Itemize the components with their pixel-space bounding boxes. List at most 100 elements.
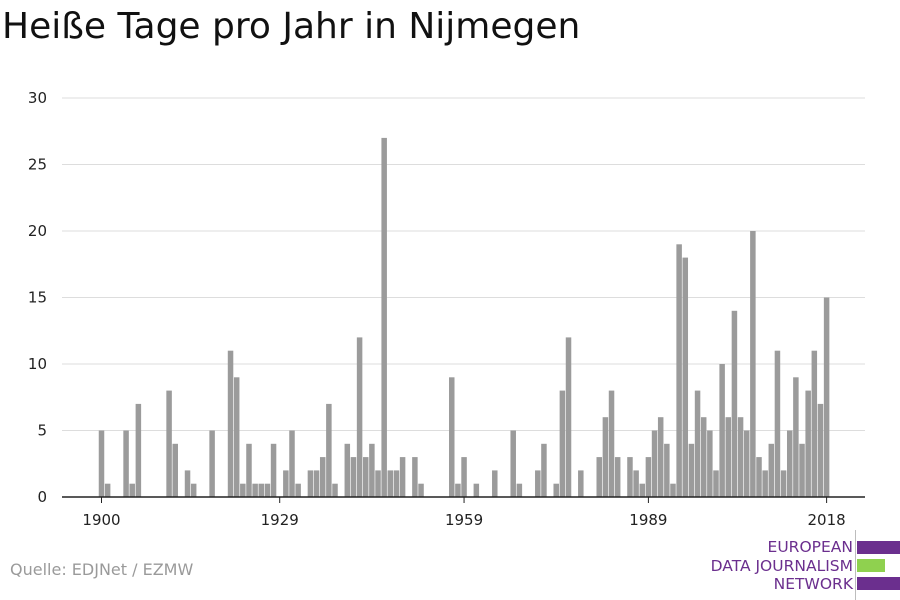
bar-1926 (258, 483, 265, 497)
logo-bar-top (857, 541, 900, 554)
bar-1937 (326, 403, 332, 497)
bar-1964 (492, 470, 498, 497)
bar-2004 (737, 417, 744, 497)
logo-text-network: NETWORK (773, 575, 853, 593)
bar-1906 (135, 403, 142, 497)
bar-2001 (719, 364, 725, 497)
bar-1936 (319, 457, 326, 497)
bar-1930 (283, 470, 289, 497)
bar-1951 (412, 457, 418, 497)
bar-1988 (639, 483, 646, 497)
bar-1941 (350, 457, 357, 497)
bar-1924 (246, 443, 252, 497)
source-note: Quelle: EDJNet / EZMW (10, 560, 194, 579)
bar-1981 (596, 457, 602, 497)
x-axis: 1900 1929 1959 1989 2018 (62, 496, 865, 529)
bar-2015 (805, 390, 811, 497)
bar-1943 (362, 457, 369, 497)
bar-1942 (356, 337, 363, 497)
bar-2005 (743, 430, 750, 497)
logo-text-european: EUROPEAN (767, 538, 853, 556)
y-tick-label: 10 (28, 355, 47, 373)
bar-1999 (707, 430, 713, 497)
bar-1932 (295, 483, 301, 497)
bar-1967 (510, 430, 516, 497)
x-tick-label: 1959 (445, 511, 483, 529)
bar-1989 (645, 457, 652, 497)
bar-1925 (252, 483, 258, 497)
x-tick-label: 1929 (261, 511, 299, 529)
bar-2016 (811, 350, 818, 497)
bar-2017 (817, 403, 824, 497)
bar-1984 (614, 457, 621, 497)
bar-1996 (688, 443, 695, 497)
bar-1968 (516, 483, 523, 497)
bar-2014 (799, 443, 805, 497)
y-tick-label: 30 (28, 89, 47, 107)
bar-1944 (369, 443, 375, 497)
bar-1915 (190, 483, 197, 497)
bar-1912 (172, 443, 178, 497)
y-tick-label: 25 (28, 156, 47, 174)
bar-1990 (651, 430, 658, 497)
bar-1946 (381, 137, 387, 497)
bar-1958 (455, 483, 461, 497)
bar-2011 (780, 470, 787, 497)
bar-1982 (602, 417, 609, 497)
bar-1918 (209, 430, 215, 497)
bar-2000 (713, 470, 719, 497)
y-tick-label: 0 (37, 488, 47, 506)
bar-1972 (541, 443, 547, 497)
bar-1938 (332, 483, 338, 497)
bar-1986 (627, 457, 633, 497)
bar-1921 (227, 350, 234, 497)
bar-1959 (461, 457, 467, 497)
bar-1935 (313, 470, 320, 497)
logo-text-data-journalism: DATA JOURNALISM (710, 557, 853, 575)
bar-2013 (793, 377, 799, 497)
bar-2012 (786, 430, 793, 497)
bar-2006 (750, 231, 756, 497)
bar-1983 (608, 390, 615, 497)
bars (98, 137, 830, 497)
bar-1971 (535, 470, 541, 497)
bar-1991 (657, 417, 664, 497)
bar-1997 (694, 390, 701, 497)
bar-1928 (270, 443, 277, 497)
x-tick-label: 1989 (629, 511, 667, 529)
x-tick-label: 2018 (808, 511, 846, 529)
bar-1934 (307, 470, 314, 497)
bar-1931 (289, 430, 295, 497)
bar-1976 (565, 337, 572, 497)
bar-1945 (375, 470, 381, 497)
bar-2010 (774, 350, 781, 497)
bar-1957 (449, 377, 455, 497)
bar-1914 (184, 470, 191, 497)
bar-1901 (104, 483, 111, 497)
logo-divider (855, 530, 856, 600)
bar-1922 (233, 377, 240, 497)
bar-1948 (393, 470, 400, 497)
bar-1911 (166, 390, 172, 497)
bar-1987 (633, 470, 639, 497)
bar-1947 (387, 470, 394, 497)
bar-1904 (123, 430, 129, 497)
edjnet-logo: EUROPEAN DATA JOURNALISM NETWORK (705, 528, 900, 600)
y-tick-label: 5 (37, 422, 47, 440)
bar-1923 (240, 483, 246, 497)
bar-2007 (756, 457, 762, 497)
bar-1952 (418, 483, 424, 497)
bar-1998 (700, 417, 707, 497)
logo-bar-middle (857, 559, 885, 572)
bar-2018 (823, 297, 830, 497)
bar-1905 (129, 483, 135, 497)
bar-1900 (98, 430, 105, 497)
y-tick-label: 15 (28, 289, 47, 307)
bar-1927 (264, 483, 271, 497)
bar-1949 (399, 457, 406, 497)
bar-1992 (664, 443, 670, 497)
bar-1994 (676, 244, 682, 497)
y-tick-label: 20 (28, 222, 47, 240)
y-axis-tick-labels: 0 5 10 15 20 25 30 (28, 89, 47, 506)
bar-1961 (473, 483, 480, 497)
